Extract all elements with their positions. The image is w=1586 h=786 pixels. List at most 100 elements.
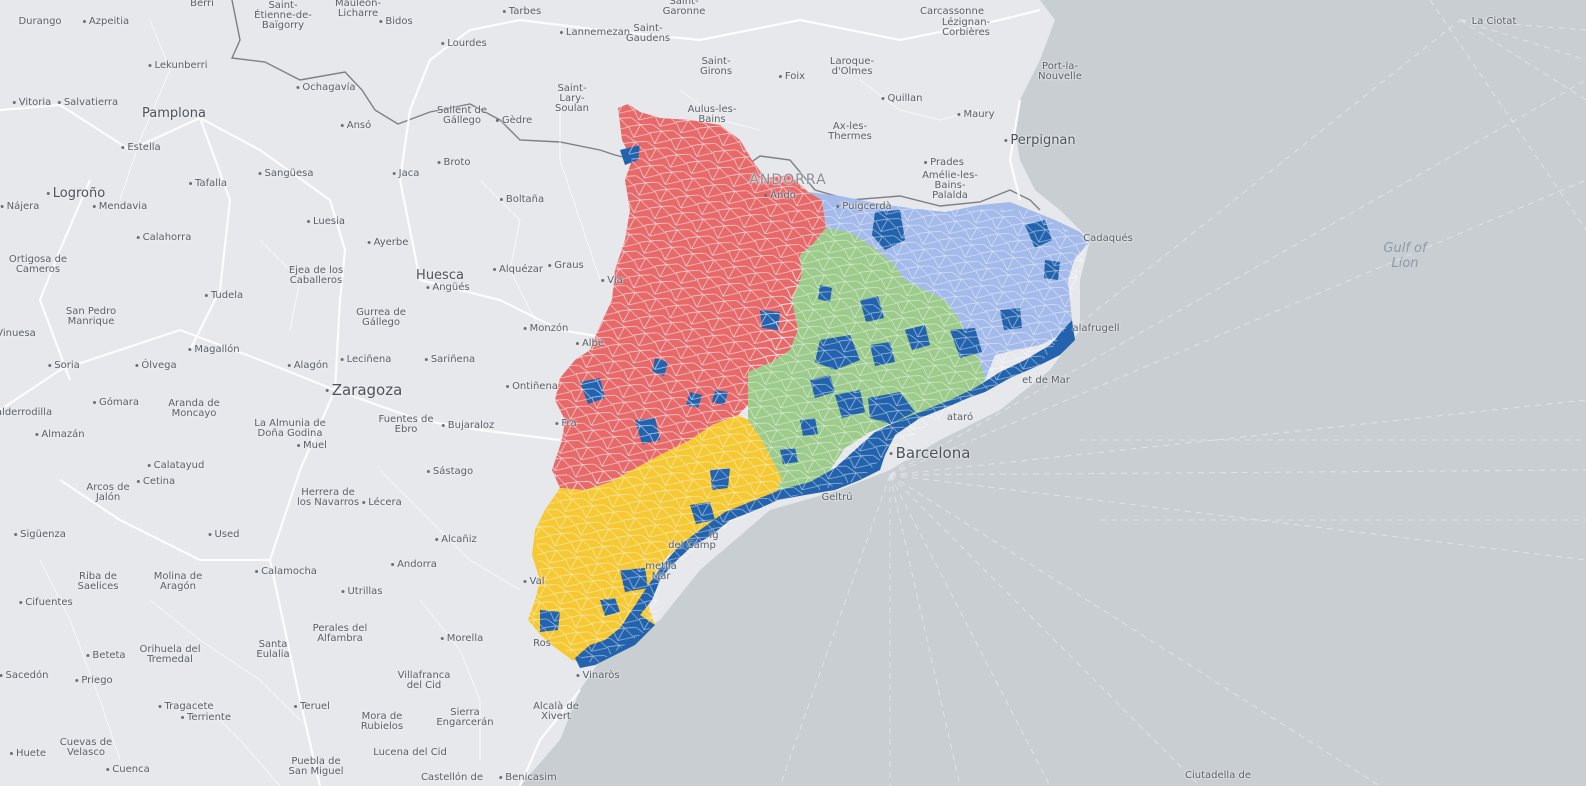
label-riba: Riba de Saelices xyxy=(77,571,119,592)
label-lucena: Lucena del Cid xyxy=(373,747,447,758)
label-maury: Maury xyxy=(957,110,994,120)
label-albe: Albe xyxy=(576,339,604,349)
label-ax-les-thermes: Ax-les- Thermes xyxy=(828,121,872,142)
label-sallent: Sallent de Gállego xyxy=(436,105,488,126)
label-arenys: et de Mar xyxy=(1022,375,1070,386)
label-estella: Estella xyxy=(121,143,160,153)
label-via: Via xyxy=(601,276,623,286)
label-aranda: Aranda de Moncayo xyxy=(168,398,220,419)
label-gurrea: Gurrea de Gállego xyxy=(356,307,406,328)
label-utrillas: Utrillas xyxy=(341,587,382,597)
label-sacedon: Sacedón xyxy=(0,671,49,681)
label-logrono: Logroño xyxy=(47,187,105,200)
label-najera: Nájera xyxy=(1,202,40,212)
label-saint-girons: Saint- Girons xyxy=(699,56,733,77)
label-villafranca: Villafranca del Cid xyxy=(397,670,451,691)
label-perales: Perales del Alfambra xyxy=(312,623,368,644)
label-vinaros: Vinaròs xyxy=(576,671,619,681)
label-azpeitia: Azpeitia xyxy=(83,17,129,27)
label-bujaraloz: Bujaraloz xyxy=(442,421,495,431)
label-mauleon: Mauléon- Licharre xyxy=(334,0,382,19)
label-used: Used xyxy=(208,530,239,540)
label-morella: Morella xyxy=(441,634,483,644)
label-fra: Fra xyxy=(555,419,576,429)
municipal-mesh-other xyxy=(528,200,1090,665)
label-terriente: Terriente xyxy=(181,713,231,723)
sea-area xyxy=(520,0,1586,786)
label-cifuentes: Cifuentes xyxy=(19,598,72,608)
label-zaragoza: Zaragoza xyxy=(326,383,403,398)
label-lekunberri: Lekunberri xyxy=(148,61,207,71)
label-vitoria: Vitoria xyxy=(13,98,51,108)
label-fuentes-ebro: Fuentes de Ebro xyxy=(378,414,434,435)
label-tudela: Tudela xyxy=(205,291,243,301)
label-san-pedro: San Pedro Manrique xyxy=(65,306,117,327)
label-lecera: Lécera xyxy=(362,498,401,508)
label-soria: Soria xyxy=(48,361,79,371)
label-monzon: Monzón xyxy=(524,324,569,334)
label-anso: Ansó xyxy=(341,121,372,131)
label-ortigosa: Ortigosa de Cameros xyxy=(8,254,68,275)
label-tarbes: Tarbes xyxy=(503,7,541,17)
label-vinuesa: Vinuesa xyxy=(0,328,36,339)
label-lannemezan: Lannemezan xyxy=(560,28,630,38)
label-quillan: Quillan xyxy=(881,94,922,104)
label-priego: Priego xyxy=(75,676,112,686)
label-sanguesa: Sangüesa xyxy=(259,169,314,179)
label-tragacete: Tragacete xyxy=(158,702,213,712)
municipal-mesh-red xyxy=(552,104,826,490)
label-cuenca: Cuenca xyxy=(106,765,149,775)
label-cadaques: Cadaqués xyxy=(1083,233,1133,244)
regions[interactable] xyxy=(528,104,1090,668)
label-benicasim: Benicasim xyxy=(499,773,556,783)
label-broto: Broto xyxy=(438,158,471,168)
label-durango: Durango xyxy=(18,16,62,27)
label-mora: Mora de Rubielos xyxy=(360,711,404,732)
label-barcelona: Barcelona xyxy=(890,446,971,461)
label-amelie: Amélie-les- Bains- Palalda xyxy=(922,170,978,201)
label-ejea: Ejea de los Caballeros xyxy=(288,265,344,286)
label-mendavia: Mendavia xyxy=(93,202,147,212)
label-saint-garonne: Saint- Garonne xyxy=(662,0,706,17)
label-muel: Muel xyxy=(297,441,327,451)
label-berri: Berri xyxy=(190,0,214,9)
label-angues: Angüés xyxy=(426,283,469,293)
label-almazan: Almazán xyxy=(35,430,84,440)
label-magallon: Magallón xyxy=(188,345,239,355)
label-teruel: Teruel xyxy=(294,702,330,712)
label-ros: Ros xyxy=(533,638,551,649)
label-molina: Molina de Aragón xyxy=(153,571,203,592)
label-bidos: Bidos xyxy=(379,17,412,27)
border-line xyxy=(230,0,1041,211)
label-ametlla: metlla Mar xyxy=(645,561,677,582)
label-calamocha: Calamocha xyxy=(255,567,317,577)
label-huete: Huete xyxy=(10,749,46,759)
label-la-ciotat: La Ciotat xyxy=(1471,16,1517,27)
label-aulus: Aulus-les- Bains xyxy=(687,104,737,125)
label-ochagavia: Ochagavía xyxy=(296,83,355,93)
label-cuevas: Cuevas de Velasco xyxy=(59,737,113,758)
label-calahorra: Calahorra xyxy=(137,233,192,243)
label-ayerbe: Ayerbe xyxy=(368,238,409,248)
label-tafalla: Tafalla xyxy=(189,179,227,189)
label-boltana: Boltaña xyxy=(500,195,544,205)
label-palafrugell: alafrugell xyxy=(1072,323,1120,334)
label-mataro: ataró xyxy=(946,412,974,423)
label-carcassonne: Carcassonne xyxy=(920,6,984,17)
label-salvatierra: Salvatierra xyxy=(58,98,118,108)
label-valderrobres: Val xyxy=(524,577,545,587)
label-del-camp: del Camp xyxy=(668,540,716,551)
label-jaca: Jaca xyxy=(393,169,420,179)
label-prades: Prades xyxy=(924,158,964,168)
label-ontinena: Ontiñena xyxy=(506,382,558,392)
label-gulf-of-lion: Gulf of Lion xyxy=(1383,241,1427,271)
label-castellon: Castellón de xyxy=(420,772,484,783)
label-alquezar: Alquézar xyxy=(493,265,543,275)
label-olvega: Ólvega xyxy=(135,361,176,371)
label-beteta: Beteta xyxy=(86,651,125,661)
label-sierra: Sierra Engarcerán xyxy=(436,707,494,728)
label-siguenza: Sigüenza xyxy=(14,530,66,540)
label-gomara: Gómara xyxy=(93,398,139,408)
